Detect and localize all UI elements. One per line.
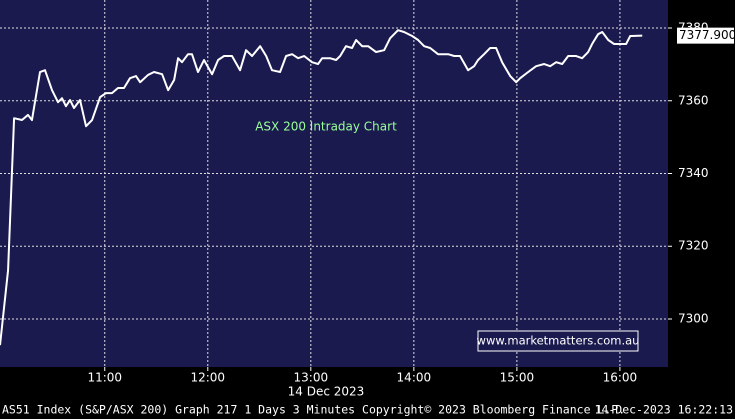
- watermark-box: [477, 330, 639, 352]
- x-tick-label: 11:00: [87, 371, 122, 385]
- y-tick-label: 7320: [678, 239, 709, 253]
- x-tick-label: 12:00: [190, 371, 225, 385]
- footer-left: AS51 Index (S&P/ASX 200) Graph 217 1 Day…: [2, 403, 625, 417]
- last-price-label: 7377.900: [679, 28, 735, 42]
- y-tick-label: 7360: [678, 93, 709, 107]
- x-tick-label: 16:00: [603, 371, 638, 385]
- y-tick-label: 7300: [678, 311, 709, 325]
- x-tick-label: 14:00: [397, 371, 432, 385]
- plot-area: [0, 0, 668, 367]
- footer-right: 14-Dec-2023 16:22:13: [595, 403, 734, 417]
- x-axis-label: 14 Dec 2023: [288, 385, 365, 399]
- y-tick-label: 7340: [678, 166, 709, 180]
- chart-title: ASX 200 Intraday Chart: [255, 120, 397, 134]
- x-tick-label: 13:00: [294, 371, 329, 385]
- watermark: www.marketmatters.com.au: [477, 334, 640, 348]
- x-tick-label: 15:00: [500, 371, 535, 385]
- price-line: [0, 29, 643, 346]
- last-price-box: [677, 27, 734, 44]
